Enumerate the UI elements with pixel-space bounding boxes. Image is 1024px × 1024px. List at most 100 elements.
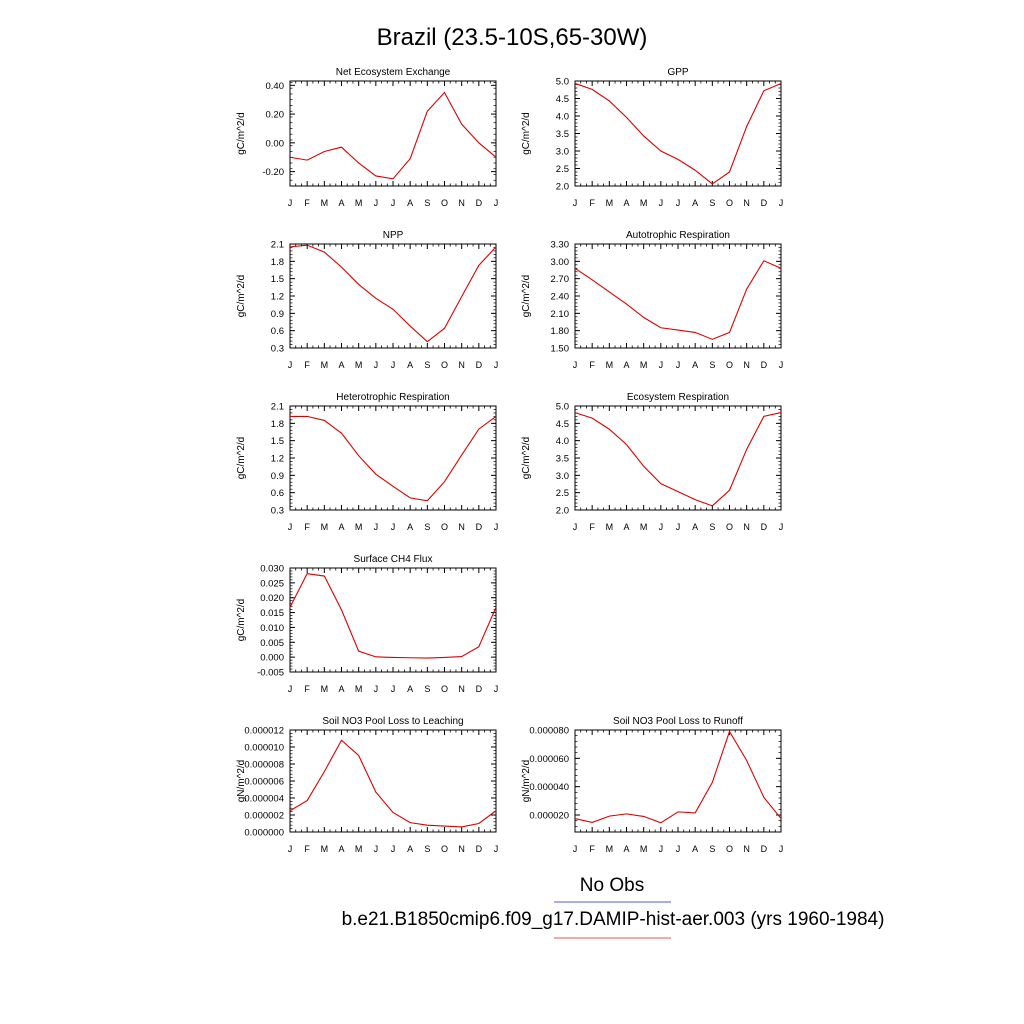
y-tick-label: 0.025 [260, 578, 284, 589]
x-tick-label: N [458, 360, 465, 370]
y-tick-label: 0.000008 [244, 760, 284, 771]
x-tick-label: J [676, 198, 681, 208]
x-tick-label: S [709, 844, 715, 854]
x-tick-label: A [407, 684, 413, 694]
y-axis-label: gC/m^2/d [521, 275, 532, 318]
y-tick-label: 0.000004 [244, 794, 284, 805]
x-tick-label: A [407, 844, 413, 854]
y-tick-label: 0.3 [271, 344, 284, 355]
x-tick-label: J [676, 522, 681, 532]
x-tick-label: D [476, 360, 483, 370]
x-tick-label: J [779, 198, 784, 208]
x-tick-label: S [424, 360, 430, 370]
y-tick-label: 0.030 [260, 564, 284, 575]
y-tick-label: 0.005 [260, 638, 284, 649]
y-tick-label: 0.000080 [529, 726, 569, 737]
x-tick-label: O [441, 198, 448, 208]
x-tick-label: J [374, 360, 379, 370]
x-tick-label: A [692, 198, 698, 208]
x-tick-label: J [659, 198, 664, 208]
x-tick-label: D [476, 522, 483, 532]
x-tick-label: O [726, 360, 733, 370]
x-tick-label: M [355, 522, 363, 532]
x-tick-label: A [623, 198, 629, 208]
x-tick-label: J [676, 360, 681, 370]
x-tick-label: J [659, 360, 664, 370]
y-tick-label: 5.0 [556, 402, 569, 413]
legend: No Obs b.e21.B1850cmip6.f09_g17.DAMIP-hi… [342, 875, 884, 939]
x-tick-label: M [606, 198, 614, 208]
x-tick-label: O [726, 844, 733, 854]
y-tick-label: 2.0 [556, 182, 569, 193]
x-tick-label: A [338, 198, 344, 208]
y-tick-label: 0.9 [271, 471, 284, 482]
x-tick-label: J [659, 522, 664, 532]
x-tick-label: F [589, 198, 595, 208]
x-tick-label: M [321, 360, 329, 370]
x-tick-label: A [623, 844, 629, 854]
x-tick-label: M [321, 198, 329, 208]
series-line [574, 730, 782, 824]
y-tick-label: 0.9 [271, 309, 284, 320]
x-tick-label: J [288, 844, 293, 854]
x-tick-label: J [391, 684, 396, 694]
x-tick-label: S [424, 522, 430, 532]
x-tick-label: J [288, 522, 293, 532]
x-tick-label: J [573, 844, 578, 854]
x-tick-label: O [441, 360, 448, 370]
panel-title: NPP [383, 230, 404, 241]
y-tick-label: 1.8 [271, 257, 284, 268]
x-tick-label: J [391, 844, 396, 854]
y-tick-label: 2.1 [271, 240, 284, 251]
x-tick-label: J [288, 360, 293, 370]
y-tick-label: 3.00 [551, 257, 570, 268]
x-tick-label: N [743, 522, 750, 532]
y-axis-label: gN/m^2/d [236, 760, 247, 803]
x-tick-label: S [709, 198, 715, 208]
y-tick-label: 0.3 [271, 506, 284, 517]
series-line [574, 412, 782, 507]
x-tick-label: A [338, 684, 344, 694]
y-tick-label: 0.6 [271, 488, 284, 499]
y-tick-label: 2.70 [551, 274, 570, 285]
x-tick-label: A [692, 844, 698, 854]
y-tick-label: 2.10 [551, 309, 570, 320]
y-tick-label: 1.2 [271, 454, 284, 465]
x-tick-label: S [424, 684, 430, 694]
x-tick-label: A [338, 522, 344, 532]
x-tick-label: O [441, 844, 448, 854]
x-tick-label: S [424, 844, 430, 854]
x-tick-label: F [304, 844, 310, 854]
x-tick-label: S [709, 522, 715, 532]
y-tick-label: 5.0 [556, 77, 569, 88]
series-line [289, 739, 497, 828]
x-tick-label: J [374, 522, 379, 532]
x-tick-label: M [606, 360, 614, 370]
y-axis-label: gC/m^2/d [236, 599, 247, 642]
x-tick-label: J [374, 198, 379, 208]
y-tick-label: 0.000010 [244, 743, 284, 754]
x-tick-label: J [573, 522, 578, 532]
x-tick-label: F [589, 360, 595, 370]
x-tick-label: M [355, 684, 363, 694]
x-tick-label: M [640, 360, 648, 370]
panel-7: Soil NO3 Pool Loss to Leaching gN/m^2/d J F… [236, 716, 498, 854]
y-tick-label: 0.6 [271, 326, 284, 337]
x-tick-label: N [458, 684, 465, 694]
x-tick-label: F [304, 360, 310, 370]
x-tick-label: A [692, 360, 698, 370]
x-tick-label: M [321, 522, 329, 532]
y-tick-label: 0.020 [260, 593, 284, 604]
panel-title: Ecosystem Respiration [627, 392, 729, 403]
x-tick-label: N [743, 844, 750, 854]
series-line [574, 260, 782, 340]
y-axis-label: gC/m^2/d [236, 112, 247, 155]
y-tick-label: 2.5 [556, 164, 569, 175]
x-tick-label: D [476, 198, 483, 208]
y-axis-label: gC/m^2/d [521, 112, 532, 155]
x-tick-label: M [355, 360, 363, 370]
x-tick-label: N [743, 360, 750, 370]
x-tick-label: N [458, 198, 465, 208]
